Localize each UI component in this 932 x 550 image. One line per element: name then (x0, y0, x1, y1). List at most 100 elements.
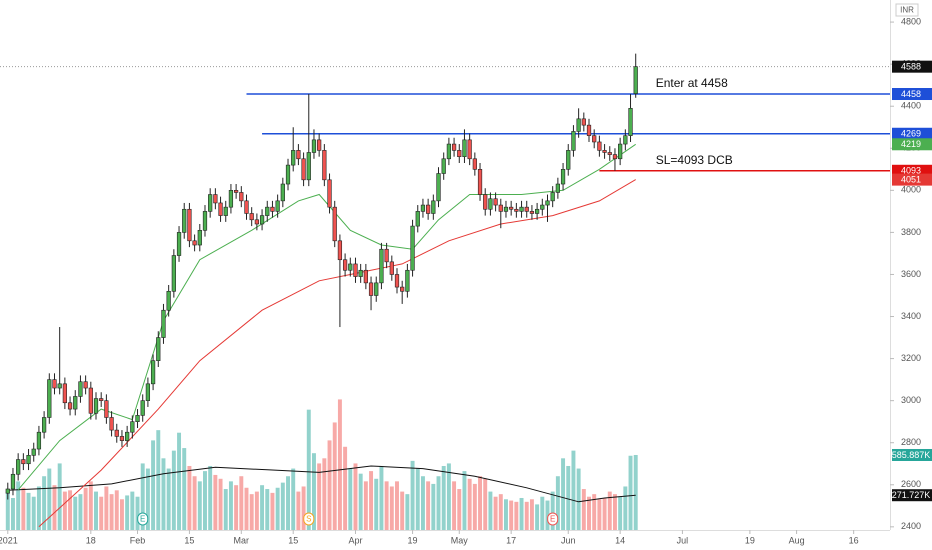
volume-bar (612, 494, 617, 530)
candle-body (208, 194, 213, 212)
candle-body (342, 259, 348, 271)
volume-bar (379, 465, 384, 530)
level-annotation: SL=4093 DCB (656, 153, 733, 167)
volume-bar (203, 471, 207, 530)
x-tick-label: 17 (506, 535, 516, 545)
candle-body (545, 200, 550, 206)
candle-body (457, 150, 462, 157)
y-tick-label: 3600 (901, 269, 921, 279)
volume-bar (130, 491, 135, 530)
volume-bar (561, 458, 566, 530)
candle-body (275, 200, 280, 212)
x-tick-label: 19 (408, 535, 418, 545)
candle-body (566, 150, 571, 170)
volume-bar (483, 478, 488, 530)
volume-bar (109, 494, 114, 530)
candle-body (161, 309, 166, 338)
candle-body (5, 488, 10, 494)
volume-bar (151, 440, 156, 530)
candle-body (62, 383, 67, 404)
volume-bar (524, 501, 529, 530)
volume-bar (228, 481, 233, 530)
candle-body (244, 200, 249, 214)
candle-body (301, 158, 306, 181)
volume-bar (73, 496, 78, 530)
volume-bar (587, 496, 591, 530)
volume-bar (187, 465, 192, 530)
volume-bar (498, 494, 503, 530)
candle-body (467, 139, 472, 160)
volume-bar (607, 491, 612, 530)
volume-bar (343, 446, 348, 530)
volume-badge: 585.887K (892, 450, 931, 460)
volume-bar (270, 492, 275, 530)
volume-bar (301, 486, 306, 530)
volume-bar (52, 485, 57, 530)
candle-body (156, 337, 161, 361)
volume-bar (457, 489, 462, 530)
volume-bar (488, 491, 493, 530)
candle-body (488, 198, 493, 210)
candle-body (519, 206, 524, 212)
volume-bar (540, 496, 545, 530)
volume-bar (208, 465, 213, 530)
volume-bar (420, 476, 425, 530)
volume-bar (462, 471, 467, 530)
volume-bar (389, 486, 394, 530)
level-badge-bg (892, 88, 932, 101)
volume-bar (405, 494, 410, 530)
candle-body (130, 421, 135, 433)
y-tick-label: 3400 (901, 311, 921, 321)
volume-bar (446, 463, 451, 530)
y-tick-label: 2400 (901, 521, 921, 531)
volume-bar (161, 458, 166, 530)
volume-bar (68, 490, 73, 530)
candle-body (602, 150, 607, 153)
candle-body (410, 225, 415, 271)
volume-bar (280, 482, 285, 530)
candle-body (213, 194, 218, 204)
ma-badge-bg (892, 173, 932, 186)
candle-body (145, 383, 151, 401)
candle-body (114, 429, 119, 437)
y-tick-label: 3000 (901, 395, 921, 405)
volume-bar (125, 495, 130, 530)
volume-bar (478, 476, 483, 530)
volume-bar (555, 476, 560, 530)
x-tick-label: Feb (130, 535, 146, 545)
x-tick-label: Jun (561, 535, 576, 545)
volume-bar (99, 496, 104, 530)
ma-badge-bg (892, 138, 932, 151)
candle-body (633, 66, 638, 94)
event-label: S (306, 515, 311, 524)
volume-bar (192, 476, 197, 530)
volume-bar (88, 481, 93, 530)
candle-body (192, 240, 197, 246)
volume-bar (47, 468, 52, 530)
volume-bar (244, 487, 249, 530)
candle-body (119, 436, 125, 441)
x-tick-label: 2021 (0, 535, 18, 545)
candle-body (389, 261, 394, 275)
volume-bar (576, 468, 581, 530)
candle-body (259, 215, 265, 225)
volume-bar (628, 455, 633, 530)
candle-body (529, 211, 535, 214)
volume-bar (26, 492, 31, 530)
level-badge: 4269 (901, 129, 921, 139)
candle-body (628, 108, 633, 136)
volume-bar (358, 473, 363, 530)
candle-body (26, 455, 31, 465)
candle-body (400, 286, 405, 292)
candle-body (166, 290, 171, 311)
y-tick-label: 3800 (901, 227, 921, 237)
candle-body (187, 208, 192, 242)
candle-body (99, 398, 104, 401)
volume-bar (119, 499, 124, 530)
volume-bar (156, 430, 161, 530)
volume-bar (260, 485, 265, 530)
volume-bar (410, 460, 415, 530)
candle-body (571, 131, 576, 151)
candle-body (581, 118, 586, 126)
